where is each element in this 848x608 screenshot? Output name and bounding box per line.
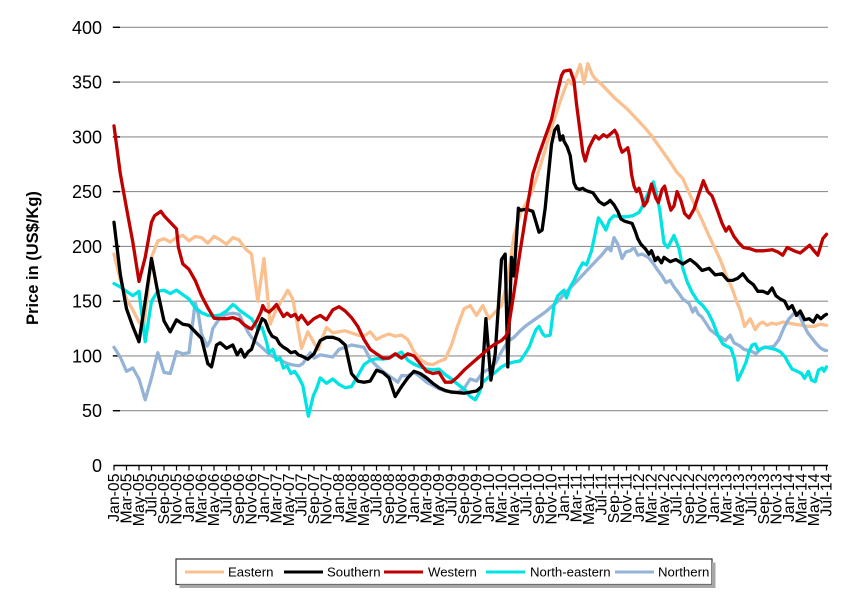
svg-text:Sep-06: Sep-06 — [231, 473, 248, 524]
svg-text:Jan-10: Jan-10 — [481, 473, 498, 522]
svg-text:Nov-09: Nov-09 — [469, 473, 486, 524]
svg-text:Jul-08: Jul-08 — [369, 473, 386, 516]
svg-text:300: 300 — [72, 127, 102, 147]
svg-text:May-07: May-07 — [281, 474, 298, 527]
svg-text:Nov-13: Nov-13 — [769, 473, 786, 524]
svg-text:Northern: Northern — [658, 565, 709, 580]
svg-text:North-eastern: North-eastern — [530, 565, 611, 580]
svg-text:Mar-11: Mar-11 — [569, 473, 586, 522]
svg-text:Jan-11: Jan-11 — [556, 473, 573, 520]
svg-text:Mar-08: Mar-08 — [344, 473, 361, 523]
svg-text:Mar-05: Mar-05 — [119, 473, 136, 523]
svg-text:Sep-12: Sep-12 — [681, 474, 698, 525]
svg-text:Sep-08: Sep-08 — [381, 473, 398, 524]
svg-text:Mar-13: Mar-13 — [719, 473, 736, 523]
svg-text:May-13: May-13 — [731, 473, 748, 526]
svg-text:Mar-14: Mar-14 — [794, 473, 811, 523]
svg-text:Nov-12: Nov-12 — [694, 474, 711, 525]
svg-text:Mar-07: Mar-07 — [269, 474, 286, 524]
svg-text:Jul-13: Jul-13 — [744, 473, 761, 516]
svg-text:Jul-07: Jul-07 — [294, 474, 311, 517]
svg-text:50: 50 — [82, 401, 102, 421]
svg-text:May-10: May-10 — [506, 473, 523, 526]
svg-text:May-11: May-11 — [581, 473, 598, 525]
svg-text:Nov-05: Nov-05 — [169, 473, 186, 524]
svg-text:Jan-09: Jan-09 — [406, 473, 423, 522]
svg-text:Jul-12: Jul-12 — [669, 474, 686, 517]
svg-text:May-14: May-14 — [806, 473, 823, 526]
svg-text:150: 150 — [72, 292, 102, 312]
svg-text:Nov-08: Nov-08 — [394, 473, 411, 524]
svg-text:May-09: May-09 — [431, 473, 448, 526]
svg-text:Sep-07: Sep-07 — [306, 474, 323, 525]
svg-text:Jul-06: Jul-06 — [219, 473, 236, 516]
svg-text:May-06: May-06 — [206, 473, 223, 526]
svg-text:Sep-05: Sep-05 — [156, 473, 173, 524]
svg-text:Mar-09: Mar-09 — [419, 473, 436, 523]
svg-text:Mar-06: Mar-06 — [194, 473, 211, 523]
svg-text:Nov-06: Nov-06 — [244, 473, 261, 524]
svg-text:Southern: Southern — [327, 565, 381, 580]
svg-text:Sep-13: Sep-13 — [756, 473, 773, 524]
svg-text:Eastern: Eastern — [228, 565, 273, 580]
svg-text:Sep-09: Sep-09 — [456, 473, 473, 524]
svg-text:Jan-07: Jan-07 — [256, 474, 273, 522]
svg-text:0: 0 — [92, 456, 102, 476]
svg-text:Nov-10: Nov-10 — [544, 473, 561, 524]
svg-text:Jan-13: Jan-13 — [706, 473, 723, 522]
svg-text:Price in (US$/Kg): Price in (US$/Kg) — [24, 191, 42, 325]
svg-text:Jan-12: Jan-12 — [631, 474, 648, 522]
svg-text:Jul-11: Jul-11 — [594, 473, 611, 515]
svg-text:Sep-11: Sep-11 — [606, 473, 623, 523]
svg-text:Sep-10: Sep-10 — [531, 473, 548, 524]
svg-text:350: 350 — [72, 73, 102, 93]
svg-text:Western: Western — [428, 565, 477, 580]
svg-text:Jan-06: Jan-06 — [181, 473, 198, 522]
svg-text:Mar-10: Mar-10 — [494, 473, 511, 523]
svg-text:200: 200 — [72, 237, 102, 257]
svg-text:Nov-07: Nov-07 — [319, 474, 336, 525]
svg-text:Jan-05: Jan-05 — [106, 473, 123, 522]
svg-text:May-05: May-05 — [131, 473, 148, 526]
svg-text:May-12: May-12 — [656, 474, 673, 527]
svg-text:250: 250 — [72, 182, 102, 202]
svg-text:100: 100 — [72, 346, 102, 366]
svg-text:Jul-09: Jul-09 — [444, 473, 461, 516]
svg-text:Mar-12: Mar-12 — [644, 474, 661, 524]
svg-text:May-08: May-08 — [356, 473, 373, 526]
svg-text:400: 400 — [72, 18, 102, 38]
svg-text:Nov-11: Nov-11 — [619, 473, 636, 523]
svg-text:Jan-14: Jan-14 — [781, 473, 798, 522]
svg-text:Jul-14: Jul-14 — [819, 473, 836, 516]
svg-text:Jul-05: Jul-05 — [144, 473, 161, 516]
svg-text:Jan-08: Jan-08 — [331, 473, 348, 522]
svg-text:Jul-10: Jul-10 — [519, 473, 536, 516]
